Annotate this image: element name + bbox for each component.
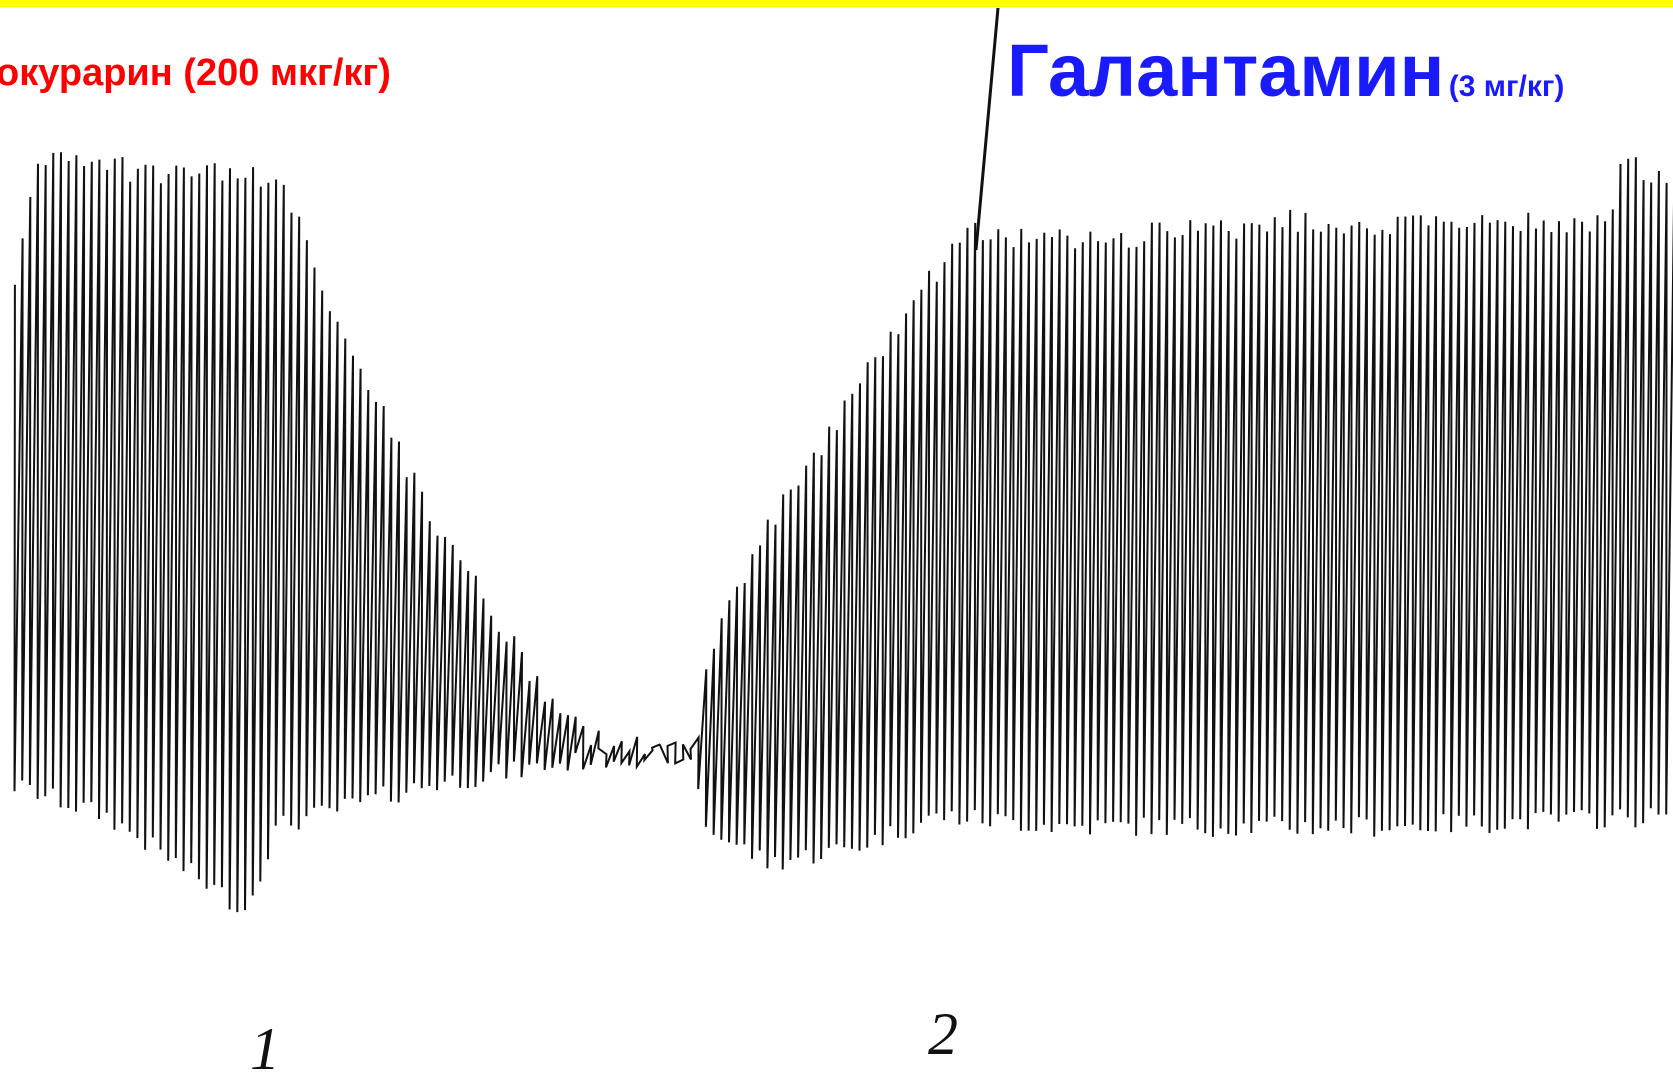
left-drug-label: окурарин (200 мкг/кг) xyxy=(0,52,391,94)
right-drug-label: Галантамин (3 мг/кг) xyxy=(1007,28,1564,113)
top-bar xyxy=(0,0,1673,7)
injection-marker xyxy=(974,7,1000,251)
drug-name: Галантамин xyxy=(1007,29,1445,112)
waveform xyxy=(13,152,1673,913)
drug-dose: (3 мг/кг) xyxy=(1448,70,1565,103)
marker-2: 2 xyxy=(928,1001,958,1067)
marker-1: 1 xyxy=(250,1016,280,1082)
